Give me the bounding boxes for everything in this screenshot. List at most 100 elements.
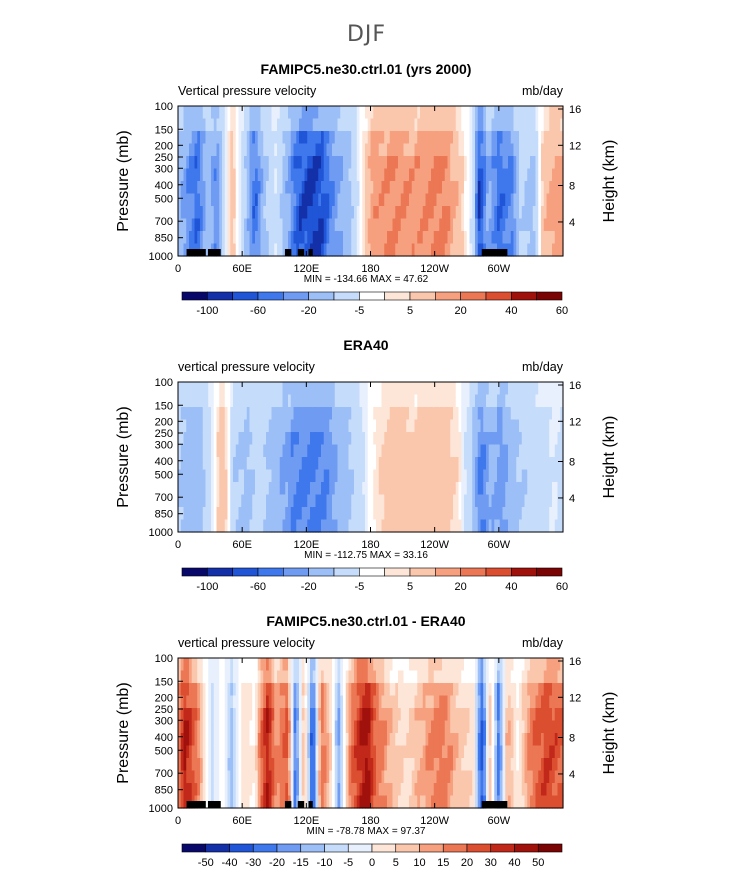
contour-cell — [211, 482, 215, 496]
contour-cell — [532, 218, 537, 232]
contour-cell — [216, 745, 220, 759]
contour-cell — [557, 131, 561, 145]
contour-cell — [222, 131, 226, 145]
contour-cell — [444, 695, 449, 709]
contour-cell — [436, 482, 440, 496]
contour-cell — [359, 482, 363, 496]
contour-cell — [282, 193, 286, 207]
contour-cell — [444, 143, 449, 157]
contour-cell — [400, 143, 405, 157]
contour-cell — [469, 770, 473, 784]
contour-cell — [257, 670, 262, 684]
contour-cell — [285, 206, 289, 220]
contour-cell — [494, 507, 498, 521]
contour-cell — [370, 118, 374, 132]
contour-cell — [524, 181, 528, 195]
contour-cell — [433, 118, 438, 132]
contour-cell — [323, 457, 328, 471]
contour-cell — [532, 469, 537, 483]
contour-cell — [208, 181, 212, 195]
contour-cell — [472, 519, 476, 533]
contour-cell — [541, 507, 545, 521]
contour-cell — [252, 519, 256, 533]
contour-cell — [455, 206, 460, 220]
contour-cell — [362, 494, 366, 508]
contour-cell — [389, 469, 394, 483]
contour-cell — [351, 394, 355, 408]
contour-cell — [439, 419, 443, 433]
contour-cell — [560, 206, 564, 220]
contour-cell — [444, 394, 449, 408]
contour-cell — [343, 670, 347, 684]
contour-cell — [458, 519, 462, 533]
contour-cell — [332, 745, 336, 759]
contour-cell — [318, 143, 322, 157]
contour-cell — [326, 407, 330, 421]
contour-cell — [194, 143, 198, 157]
contour-cell — [359, 758, 363, 772]
contour-cell — [376, 733, 380, 747]
contour-cell — [197, 482, 201, 496]
contour-cell — [414, 783, 418, 797]
contour-cell — [356, 683, 361, 697]
contour-cell — [244, 770, 248, 784]
contour-cell — [406, 507, 410, 521]
contour-cell — [293, 419, 297, 433]
contour-cell — [238, 519, 242, 533]
contour-cell — [246, 407, 251, 421]
contour-cell — [233, 156, 237, 170]
contour-cell — [304, 758, 308, 772]
contour-cell — [359, 695, 363, 709]
contour-cell — [414, 482, 418, 496]
contour-cell — [274, 494, 278, 508]
contour-cell — [246, 206, 251, 220]
contour-cell — [213, 519, 218, 533]
contour-cell — [455, 519, 460, 533]
contour-cell — [505, 708, 509, 722]
contour-cell — [178, 733, 182, 747]
contour-cell — [464, 243, 468, 257]
contour-cell — [444, 720, 449, 734]
contour-cell — [453, 469, 457, 483]
contour-cell — [370, 469, 374, 483]
contour-cell — [428, 193, 432, 207]
contour-cell — [326, 745, 330, 759]
contour-cell — [282, 783, 286, 797]
contour-cell — [398, 106, 402, 120]
contour-cell — [381, 156, 385, 170]
contour-cell — [524, 444, 528, 458]
contour-cell — [222, 407, 226, 421]
contour-cell — [519, 457, 523, 471]
contour-cell — [554, 507, 559, 521]
contour-cell — [222, 457, 226, 471]
contour-cell — [494, 733, 498, 747]
contour-cell — [519, 394, 523, 408]
contour-cell — [428, 482, 432, 496]
contour-cell — [315, 118, 319, 132]
contour-cell — [241, 382, 245, 396]
contour-cell — [491, 156, 495, 170]
contour-cell — [400, 193, 405, 207]
contour-cell — [373, 407, 377, 421]
contour-cell — [392, 658, 396, 672]
contour-cell — [483, 394, 487, 408]
contour-cell — [491, 670, 495, 684]
contour-cell — [497, 683, 501, 697]
contour-cell — [554, 494, 559, 508]
contour-cell — [513, 507, 517, 521]
contour-cell — [321, 131, 325, 145]
contour-cell — [367, 658, 372, 672]
contour-cell — [392, 708, 396, 722]
colorbar-label: 5 — [407, 581, 413, 593]
contour-cell — [216, 168, 220, 182]
contour-cell — [403, 118, 407, 132]
contour-cell — [197, 494, 201, 508]
contour-cell — [362, 695, 366, 709]
contour-cell — [246, 118, 251, 132]
contour-cell — [318, 419, 322, 433]
contour-cell — [304, 683, 308, 697]
contour-cell — [442, 419, 446, 433]
contour-cell — [538, 231, 542, 245]
contour-cell — [233, 519, 237, 533]
contour-cell — [183, 482, 187, 496]
